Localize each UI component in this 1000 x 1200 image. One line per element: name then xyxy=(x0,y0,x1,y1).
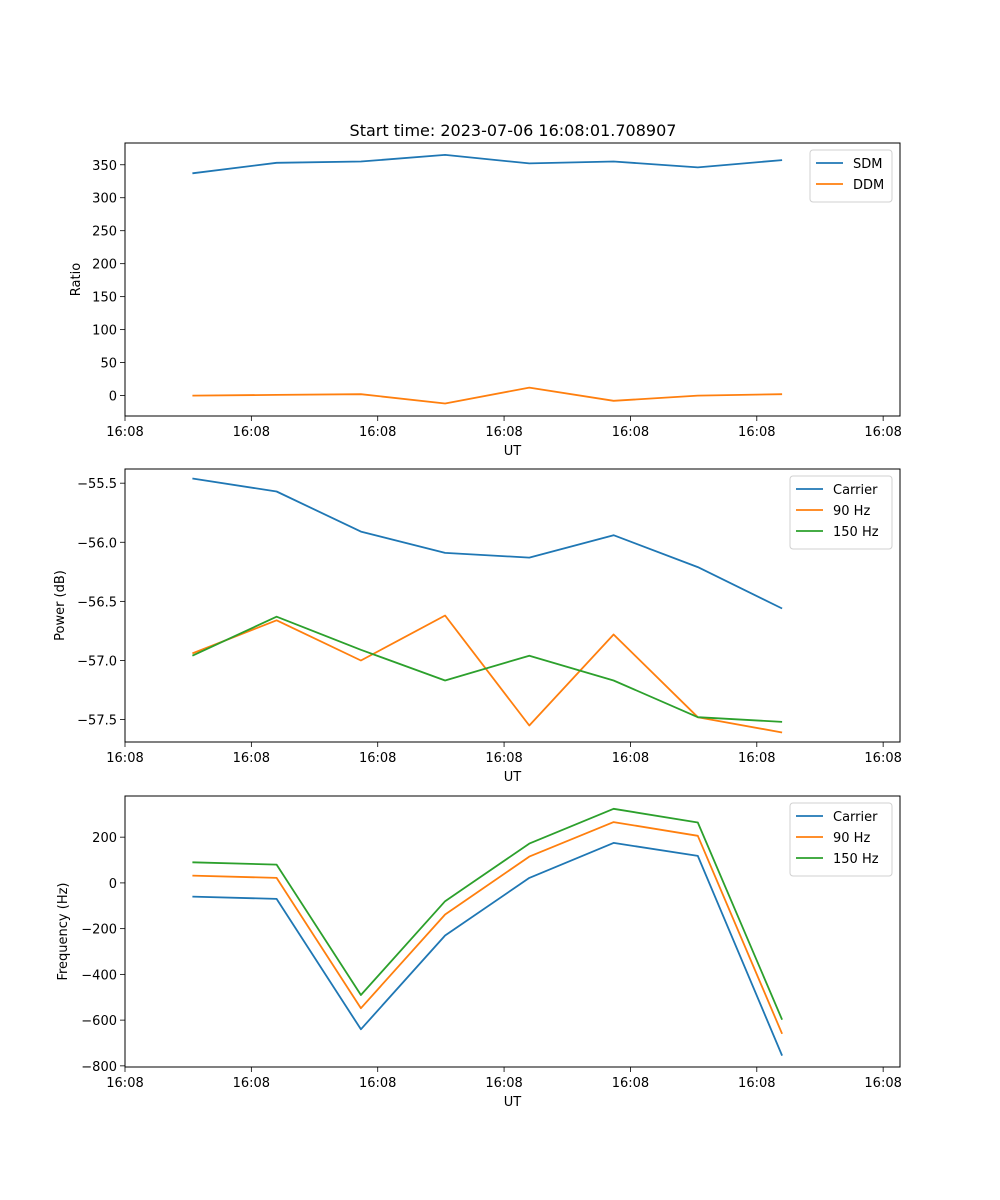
y-tick-label: −57.0 xyxy=(77,654,117,669)
x-tick-label: 16:08 xyxy=(738,1076,775,1091)
x-tick-label: 16:08 xyxy=(359,751,396,766)
x-tick-label: 16:08 xyxy=(106,1076,143,1091)
y-tick-label: 300 xyxy=(92,192,117,207)
y-tick-label: −400 xyxy=(81,968,117,983)
y-axis-label: Power (dB) xyxy=(53,570,68,641)
ratio-panel: 16:08 16:08 16:08 16:08 16:08 16:08 16:08 0 50 10… xyxy=(69,142,902,459)
y-tick-label: −55.5 xyxy=(77,477,117,492)
legend: Carrier 90 Hz 150 Hz xyxy=(789,802,893,877)
legend-label: DDM xyxy=(853,178,884,193)
series-line-ddm xyxy=(192,386,783,405)
x-axis-label: UT xyxy=(504,770,522,785)
x-tick-label: 16:08 xyxy=(485,751,522,766)
legend: SDM DDM xyxy=(809,149,893,203)
y-tick-label: 0 xyxy=(109,877,117,892)
y-tick-label: −800 xyxy=(81,1060,117,1075)
x-tick-label: 16:08 xyxy=(738,751,775,766)
axes-frame xyxy=(124,142,901,417)
y-axis-label: Frequency (Hz) xyxy=(56,882,71,980)
axes-frame xyxy=(124,468,901,743)
x-tick-label: 16:08 xyxy=(485,1076,522,1091)
legend-label: Carrier xyxy=(833,810,878,825)
x-tick-label: 16:08 xyxy=(106,425,143,440)
x-tick-label: 16:08 xyxy=(106,751,143,766)
series-line-90-hz xyxy=(192,614,783,734)
series-line-carrier xyxy=(192,842,783,1056)
y-tick-label: 200 xyxy=(92,831,117,846)
y-tick-label: 250 xyxy=(92,225,117,240)
x-tick-label: 16:08 xyxy=(864,751,901,766)
x-tick-label: 16:08 xyxy=(233,751,270,766)
y-tick-label: −200 xyxy=(81,923,117,938)
legend-label: 150 Hz xyxy=(833,525,879,540)
legend: Carrier 90 Hz 150 Hz xyxy=(789,475,893,550)
y-axis-label: Ratio xyxy=(69,263,84,296)
y-tick-label: 100 xyxy=(92,324,117,339)
y-tick-label: −57.5 xyxy=(77,714,117,729)
y-tick-label: 150 xyxy=(92,291,117,306)
x-tick-label: 16:08 xyxy=(864,1076,901,1091)
y-tick-label: 0 xyxy=(109,390,117,405)
x-tick-label: 16:08 xyxy=(485,425,522,440)
series-line-sdm xyxy=(192,153,783,175)
axes-frame xyxy=(124,795,901,1068)
y-tick-label: −56.0 xyxy=(77,536,117,551)
power-panel: 16:08 16:08 16:08 16:08 16:08 16:08 16:08 −55.5… xyxy=(53,468,902,785)
legend-label: 90 Hz xyxy=(833,831,870,846)
x-tick-label: 16:08 xyxy=(612,751,649,766)
legend-label: 90 Hz xyxy=(833,504,870,519)
x-tick-label: 16:08 xyxy=(233,425,270,440)
x-tick-label: 16:08 xyxy=(359,425,396,440)
series-line-90-hz xyxy=(192,821,783,1035)
x-tick-label: 16:08 xyxy=(233,1076,270,1091)
series-line-carrier xyxy=(192,477,783,610)
x-tick-label: 16:08 xyxy=(612,425,649,440)
x-tick-label: 16:08 xyxy=(864,425,901,440)
legend-label: Carrier xyxy=(833,483,878,498)
x-axis-label: UT xyxy=(504,444,522,459)
x-axis-label: UT xyxy=(504,1095,522,1110)
y-tick-label: 200 xyxy=(92,258,117,273)
x-tick-label: 16:08 xyxy=(612,1076,649,1091)
y-tick-label: 350 xyxy=(92,159,117,174)
series-line-150-hz xyxy=(192,615,783,723)
y-tick-label: −600 xyxy=(81,1014,117,1029)
x-tick-label: 16:08 xyxy=(738,425,775,440)
series-line-150-hz xyxy=(192,807,783,1021)
chart-title: Start time: 2023-07-06 16:08:01.708907 xyxy=(350,121,677,140)
x-tick-label: 16:08 xyxy=(359,1076,396,1091)
legend-label: SDM xyxy=(853,157,882,172)
y-tick-label: −56.5 xyxy=(77,595,117,610)
y-tick-label: 50 xyxy=(100,357,117,372)
frequency-panel: 16:08 16:08 16:08 16:08 16:08 16:08 16:08 200 0 −… xyxy=(56,795,902,1110)
legend-label: 150 Hz xyxy=(833,852,879,867)
